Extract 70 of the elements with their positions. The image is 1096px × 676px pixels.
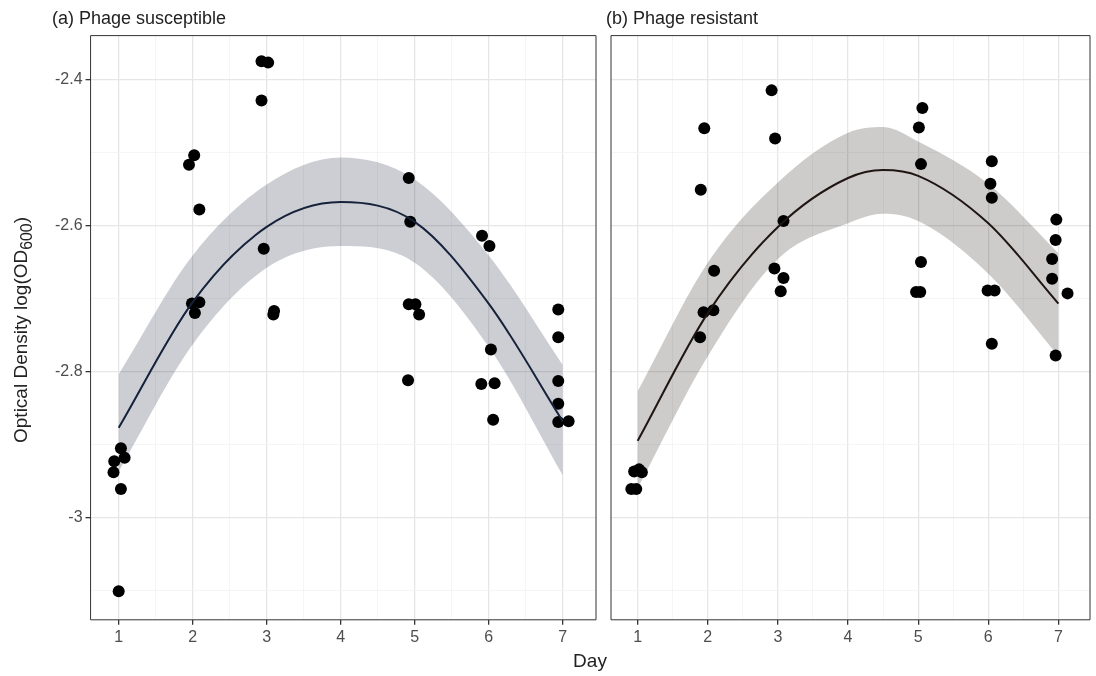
x-axis-title: Day: [573, 650, 607, 672]
x-tick-label: 1: [633, 627, 643, 645]
point: [985, 337, 998, 350]
point: [769, 132, 782, 145]
y-tick-label: -3: [68, 507, 83, 525]
point: [112, 585, 125, 598]
point: [182, 158, 195, 171]
x-tick-label: 3: [773, 627, 783, 645]
point: [777, 272, 790, 285]
x-tick-label: 2: [188, 627, 198, 645]
x-tick-label: 2: [703, 627, 713, 645]
point: [914, 158, 927, 171]
x-tick-label: 1: [114, 627, 124, 645]
point: [413, 308, 426, 321]
point: [1046, 253, 1059, 266]
point: [694, 183, 707, 196]
point: [484, 343, 497, 356]
point: [114, 442, 127, 455]
y-tick-label: -2.4: [54, 69, 83, 87]
chart-title: (b) Phage resistant: [606, 7, 759, 28]
point: [985, 191, 998, 204]
x-tick-label: 6: [484, 627, 494, 645]
point: [562, 415, 575, 428]
point: [114, 483, 127, 496]
point: [1050, 213, 1063, 226]
point: [984, 177, 997, 190]
point: [257, 242, 270, 255]
x-tick-label: 5: [913, 627, 923, 645]
point: [1061, 287, 1074, 300]
point: [914, 255, 927, 268]
point: [483, 239, 496, 252]
x-tick-label: 7: [1053, 627, 1063, 645]
point: [552, 331, 565, 344]
point: [255, 94, 268, 107]
point: [475, 377, 488, 390]
point: [118, 451, 131, 464]
point: [912, 121, 925, 134]
chart-title: (a) Phage susceptible: [52, 7, 227, 28]
point: [774, 285, 787, 298]
point: [552, 303, 565, 316]
point: [262, 56, 275, 69]
y-tick-label: -2.6: [54, 215, 83, 233]
x-tick-label: 4: [336, 627, 346, 645]
point: [487, 413, 500, 426]
point: [107, 466, 120, 479]
point: [708, 264, 721, 277]
x-tick-label: 3: [262, 627, 272, 645]
point: [1046, 272, 1059, 285]
point: [1049, 234, 1062, 247]
x-tick-label: 7: [558, 627, 568, 645]
point: [1049, 349, 1062, 362]
point: [694, 331, 707, 344]
point: [916, 101, 929, 114]
point: [188, 307, 201, 320]
point: [188, 149, 201, 162]
x-tick-label: 6: [983, 627, 993, 645]
x-tick-label: 5: [410, 627, 420, 645]
point: [402, 172, 415, 184]
point: [476, 229, 489, 242]
point: [488, 377, 501, 390]
point: [402, 374, 415, 387]
point: [552, 375, 565, 388]
x-tick-label: 4: [843, 627, 853, 645]
point: [985, 155, 998, 168]
point: [193, 203, 206, 216]
point: [698, 122, 711, 135]
point: [765, 84, 778, 97]
point: [108, 455, 121, 468]
point: [768, 262, 781, 275]
y-tick-label: -2.8: [54, 361, 83, 379]
